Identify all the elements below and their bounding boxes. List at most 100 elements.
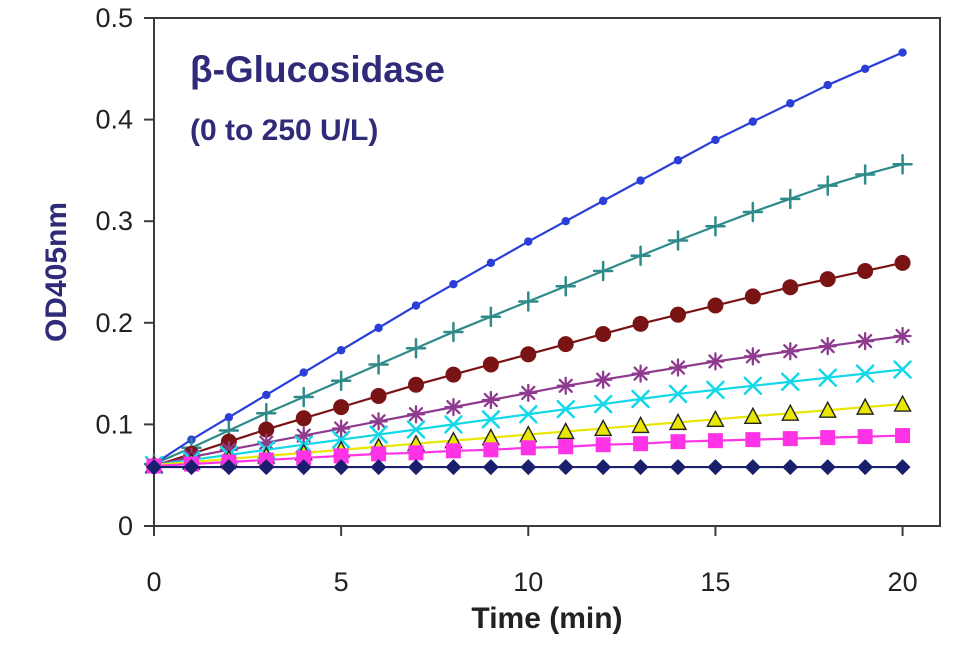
series-4-point-13 <box>593 370 613 389</box>
x-tick-label-2: 5 <box>334 567 349 597</box>
series-4-point-17 <box>743 347 763 366</box>
series-3-point-5 <box>295 410 312 427</box>
series-3-point-10 <box>482 356 499 373</box>
series-8-point-7 <box>370 459 387 476</box>
series-8-point-21 <box>894 459 911 476</box>
series-4-point-18 <box>781 342 800 361</box>
series-1-point-15 <box>673 156 683 165</box>
series-3-point-4 <box>258 421 275 438</box>
series-2-point-18 <box>780 188 801 210</box>
series-7 <box>146 428 911 474</box>
series-8-point-20 <box>857 459 874 476</box>
series-2-point-11 <box>518 291 539 312</box>
series-1-point-7 <box>374 323 383 333</box>
series-3-point-14 <box>632 315 649 332</box>
series-1-point-4 <box>262 390 271 400</box>
series-5 <box>144 360 912 475</box>
series-6-point-12 <box>556 422 575 440</box>
series-5-point-12 <box>556 399 575 419</box>
series-1-point-17 <box>748 117 758 126</box>
series-8-point-13 <box>595 459 612 476</box>
series-4-point-20 <box>855 331 875 351</box>
series-5-point-19 <box>818 368 837 387</box>
series-1-point-11 <box>524 237 533 246</box>
series-6-point-14 <box>631 415 650 434</box>
series-5-point-9 <box>444 415 463 434</box>
series-2-point-16 <box>705 216 726 237</box>
series-3-point-11 <box>520 346 537 363</box>
series-1-point-5 <box>299 368 308 377</box>
series-layer <box>143 48 913 476</box>
series-4-point-15 <box>668 358 688 377</box>
series-8-point-2 <box>183 459 200 476</box>
series-3-point-20 <box>857 262 874 279</box>
y-tick-label-5: 0.4 <box>95 105 133 135</box>
series-7-point-19 <box>820 430 836 446</box>
series-3-point-12 <box>557 336 574 353</box>
series-4-point-19 <box>818 337 837 356</box>
series-7-point-7 <box>371 446 387 462</box>
chart-subtitle: (0 to 250 U/L) <box>190 114 378 147</box>
series-4-point-21 <box>893 326 912 346</box>
series-7-point-10 <box>483 442 499 458</box>
series-4-point-10 <box>481 390 501 410</box>
series-8-point-5 <box>295 459 312 476</box>
series-2-point-4 <box>256 402 277 424</box>
series-4-point-12 <box>556 376 575 395</box>
series-5-point-16 <box>706 380 725 400</box>
series-8-point-12 <box>557 459 574 476</box>
series-3-point-9 <box>445 366 462 383</box>
series-6-point-19 <box>818 400 837 418</box>
series-8-point-18 <box>782 459 799 476</box>
y-tick-label-3: 0.2 <box>95 308 133 338</box>
series-2-point-10 <box>480 306 502 327</box>
series-5-point-20 <box>855 364 875 383</box>
series-8-point-14 <box>632 459 649 476</box>
series-3-point-7 <box>370 387 387 404</box>
y-axis-label: OD405nm <box>40 202 73 342</box>
y-tick-label-1: 0 <box>118 511 133 541</box>
series-7-point-5 <box>296 450 312 466</box>
x-tick-label-4: 15 <box>700 567 730 597</box>
series-4-point-16 <box>706 352 725 371</box>
series-8-point-9 <box>445 459 462 476</box>
series-5-point-10 <box>481 410 501 429</box>
series-7-point-17 <box>745 432 761 448</box>
series-2-point-20 <box>854 164 876 185</box>
series-1 <box>149 48 907 469</box>
series-6-point-18 <box>781 403 800 421</box>
ticks-layer: 0 5 10 15 20 0 0.1 0.2 0.3 0.4 0.5 <box>95 3 917 597</box>
series-8-point-8 <box>408 459 424 476</box>
series-1-point-10 <box>486 258 496 268</box>
series-8-point-1 <box>146 459 162 476</box>
series-8-point-3 <box>220 459 237 476</box>
series-1-point-9 <box>449 279 458 289</box>
series-5-point-11 <box>519 404 538 424</box>
series-7-point-12 <box>558 439 574 455</box>
series-1-point-3 <box>224 413 234 422</box>
series-2-point-21 <box>892 154 913 175</box>
series-4-point-4 <box>257 433 276 452</box>
series-3-point-18 <box>782 279 799 296</box>
series-2-point-13 <box>592 260 614 282</box>
series-4-point-8 <box>406 405 426 424</box>
series-3-point-17 <box>744 288 761 305</box>
series-1-point-20 <box>860 64 870 74</box>
series-8-point-19 <box>819 459 836 476</box>
series-3-point-19 <box>819 271 836 288</box>
series-3-point-15 <box>670 306 686 323</box>
series-5-point-13 <box>593 394 613 414</box>
series-8-point-10 <box>482 459 499 476</box>
series-7-point-15 <box>670 434 686 450</box>
series-3-point-6 <box>333 399 350 416</box>
series-4-point-9 <box>444 397 463 417</box>
series-5-point-17 <box>743 376 763 396</box>
series-1-point-21 <box>898 48 907 57</box>
series-2-point-5 <box>293 386 314 408</box>
x-tick-label-3: 10 <box>513 567 543 597</box>
series-2-point-7 <box>368 354 389 375</box>
series-5-point-14 <box>631 389 650 409</box>
series-4-point-6 <box>331 419 351 438</box>
